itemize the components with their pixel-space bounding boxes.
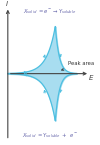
Text: $X_{\mathit{solid}}\ \mathit{=e^-{\rightarrow}Y_{soluble}}$: $X_{\mathit{solid}}\ \mathit{=e^-{\right… [23, 7, 76, 16]
Text: $X_{\mathit{solid}}\ \mathit{=Y_{soluble}\ +\ e^-}$: $X_{\mathit{solid}}\ \mathit{=Y_{soluble… [22, 131, 78, 140]
Text: Peak area: Peak area [62, 61, 94, 70]
Text: E: E [89, 75, 93, 81]
Text: I: I [6, 1, 8, 7]
